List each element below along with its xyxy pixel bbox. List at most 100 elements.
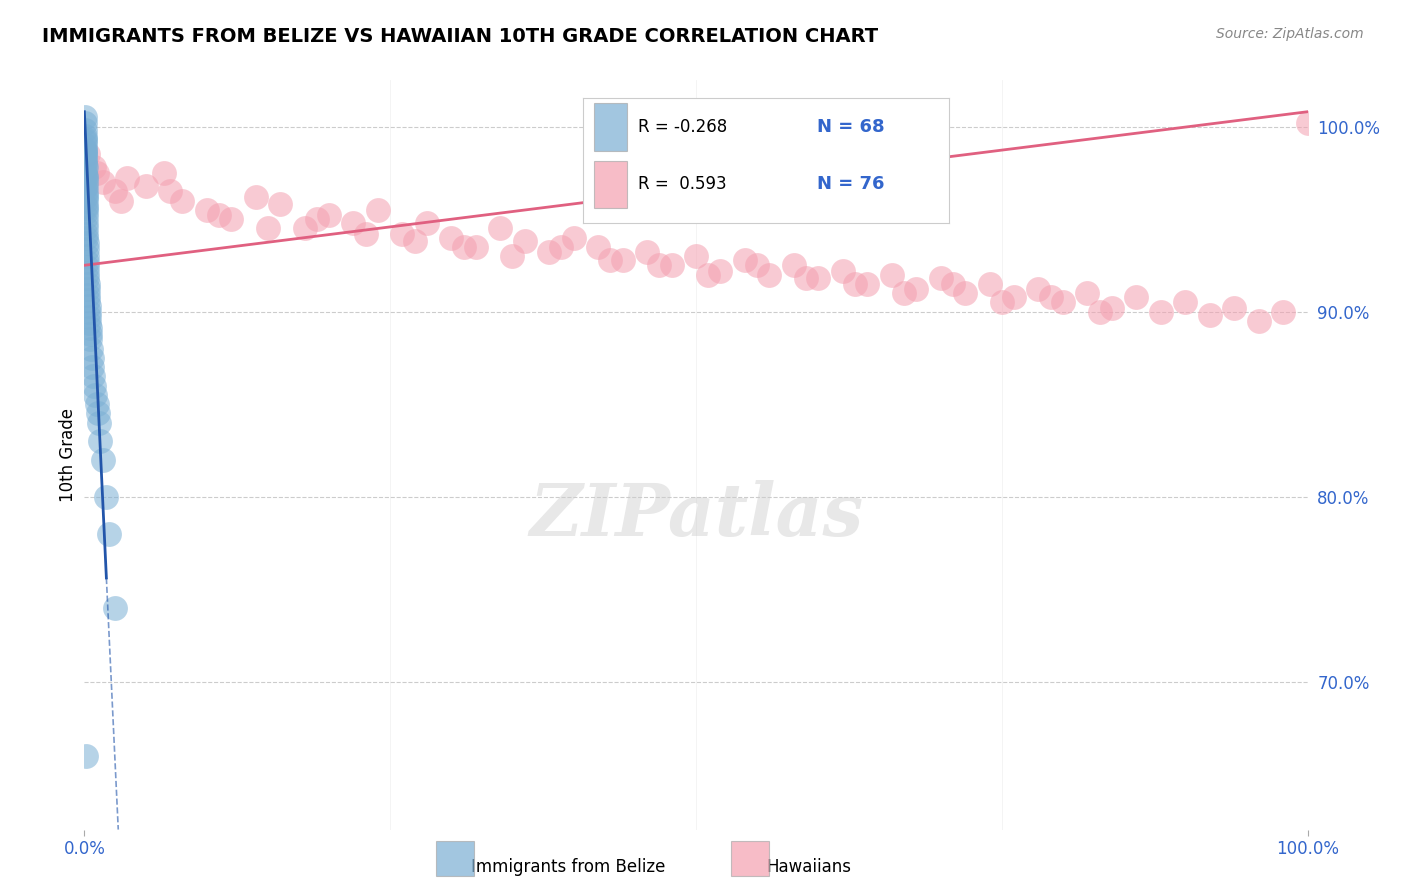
Point bbox=[599, 252, 621, 267]
Point bbox=[1028, 282, 1050, 296]
Point bbox=[794, 271, 817, 285]
Point bbox=[440, 230, 463, 244]
Point bbox=[77, 310, 100, 324]
Point bbox=[73, 128, 96, 143]
Point bbox=[73, 123, 96, 137]
Point bbox=[208, 208, 231, 222]
Point bbox=[342, 216, 364, 230]
Point bbox=[75, 184, 97, 198]
Point bbox=[636, 245, 658, 260]
Point bbox=[75, 201, 97, 215]
Point bbox=[75, 168, 97, 182]
Text: R = -0.268: R = -0.268 bbox=[638, 118, 727, 136]
Point bbox=[75, 164, 97, 178]
Point bbox=[75, 175, 97, 189]
Point bbox=[75, 178, 97, 193]
Point bbox=[195, 202, 218, 217]
Point bbox=[929, 271, 952, 285]
Point bbox=[75, 180, 97, 194]
Point bbox=[75, 145, 97, 160]
Point bbox=[75, 210, 97, 224]
Point bbox=[83, 160, 105, 174]
Point bbox=[783, 258, 806, 272]
Point bbox=[75, 154, 97, 169]
Point bbox=[648, 258, 671, 272]
Point bbox=[734, 252, 756, 267]
Point bbox=[77, 293, 100, 308]
Point bbox=[257, 221, 280, 235]
Point bbox=[76, 249, 98, 263]
Point bbox=[75, 199, 97, 213]
Text: Hawaiians: Hawaiians bbox=[766, 858, 851, 876]
Point bbox=[991, 295, 1014, 310]
Point bbox=[135, 178, 157, 193]
Point bbox=[856, 277, 879, 291]
Point bbox=[1150, 304, 1173, 318]
Point bbox=[880, 268, 903, 282]
Point bbox=[97, 526, 120, 541]
Point bbox=[91, 452, 114, 467]
Point bbox=[75, 221, 97, 235]
Point bbox=[1272, 304, 1295, 318]
Point bbox=[75, 158, 97, 172]
Point bbox=[75, 227, 97, 241]
Point bbox=[831, 264, 853, 278]
Point bbox=[1198, 308, 1220, 322]
Point bbox=[159, 184, 181, 198]
Point bbox=[76, 282, 98, 296]
Point bbox=[709, 264, 731, 278]
Point bbox=[416, 216, 439, 230]
Point bbox=[245, 190, 267, 204]
FancyBboxPatch shape bbox=[595, 161, 627, 208]
Point bbox=[747, 258, 769, 272]
Text: Source: ZipAtlas.com: Source: ZipAtlas.com bbox=[1216, 27, 1364, 41]
Point bbox=[79, 332, 101, 346]
Point bbox=[77, 147, 100, 161]
Point bbox=[91, 175, 114, 189]
Point bbox=[76, 236, 98, 251]
Point bbox=[80, 351, 103, 365]
Point bbox=[404, 234, 426, 248]
Point bbox=[1002, 290, 1025, 304]
Point bbox=[75, 160, 97, 174]
Point bbox=[1088, 304, 1111, 318]
Point bbox=[77, 299, 100, 313]
Point bbox=[807, 271, 830, 285]
Point bbox=[1039, 290, 1062, 304]
Point bbox=[942, 277, 965, 291]
Point bbox=[82, 359, 104, 374]
Point bbox=[75, 132, 97, 146]
Point bbox=[697, 268, 720, 282]
Point bbox=[391, 227, 413, 241]
Point bbox=[76, 266, 98, 280]
Point bbox=[75, 153, 97, 167]
Point bbox=[75, 169, 97, 184]
Point bbox=[75, 149, 97, 163]
Point bbox=[89, 434, 111, 448]
Text: ZIPatlas: ZIPatlas bbox=[529, 480, 863, 550]
Point bbox=[1125, 290, 1147, 304]
Point bbox=[685, 249, 707, 263]
Point bbox=[294, 221, 316, 235]
Point bbox=[76, 260, 98, 274]
Point bbox=[1052, 295, 1074, 310]
Point bbox=[75, 188, 97, 202]
Point bbox=[661, 258, 683, 272]
Point bbox=[73, 142, 96, 156]
Point bbox=[79, 326, 101, 341]
Text: Immigrants from Belize: Immigrants from Belize bbox=[471, 858, 665, 876]
Point bbox=[76, 277, 98, 291]
Point bbox=[76, 254, 98, 268]
Point bbox=[502, 249, 524, 263]
Point bbox=[73, 116, 96, 130]
Point bbox=[453, 240, 475, 254]
Point bbox=[73, 110, 96, 124]
Point bbox=[86, 397, 108, 411]
Point bbox=[153, 166, 176, 180]
Point bbox=[1223, 301, 1246, 315]
Point bbox=[96, 490, 118, 504]
Point bbox=[1101, 301, 1123, 315]
Point bbox=[75, 138, 97, 153]
Point bbox=[115, 171, 138, 186]
Point bbox=[550, 240, 572, 254]
